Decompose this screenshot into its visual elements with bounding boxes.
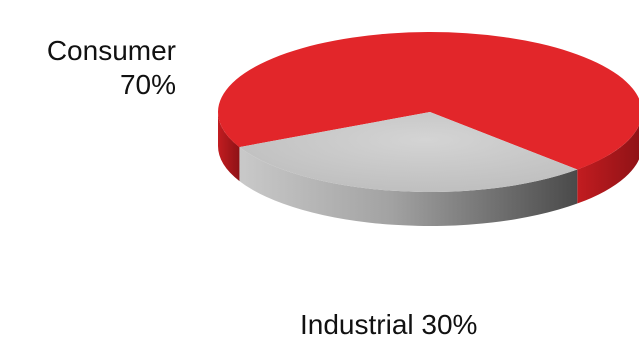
pie-side-consumer	[577, 125, 639, 204]
slice-label-consumer: Consumer 70%	[0, 34, 176, 102]
slice-label-consumer-name: Consumer	[46, 35, 176, 66]
pie-group	[218, 32, 639, 226]
slice-label-industrial: Industrial 30%	[300, 308, 477, 342]
pie-side-consumer	[218, 112, 240, 182]
slice-label-industrial-name: Industrial	[300, 309, 414, 340]
slice-label-industrial-value: 30%	[421, 309, 478, 340]
slice-label-consumer-value: 70%	[119, 69, 176, 100]
pie-slice-industrial	[239, 112, 578, 192]
pie-slice-consumer	[218, 32, 639, 170]
pie-side-industrial	[239, 147, 578, 226]
